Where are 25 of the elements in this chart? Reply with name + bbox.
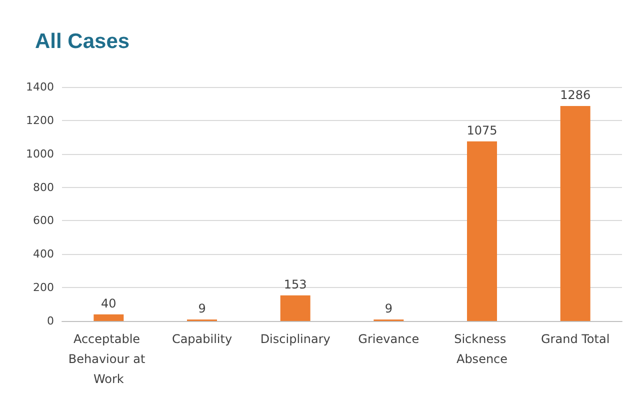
y-tick-label: 0 bbox=[47, 314, 54, 328]
x-tick-label: Disciplinary bbox=[260, 332, 330, 346]
bar bbox=[467, 141, 497, 321]
y-tick-label: 1000 bbox=[26, 147, 54, 160]
x-tick-label: Grievance bbox=[358, 332, 420, 346]
y-tick-label: 600 bbox=[33, 214, 54, 228]
bar bbox=[94, 314, 124, 321]
data-label: 1286 bbox=[560, 88, 591, 102]
bar bbox=[280, 295, 310, 321]
y-tick-label: 1400 bbox=[26, 80, 54, 94]
x-tick-label: Capability bbox=[172, 332, 232, 346]
y-tick-label: 200 bbox=[33, 281, 54, 294]
x-tick-label: Acceptable Behaviour at Work bbox=[68, 332, 149, 386]
y-tick-label: 400 bbox=[33, 248, 54, 261]
bar bbox=[560, 106, 590, 321]
data-label: 9 bbox=[384, 301, 392, 316]
y-tick-label: 800 bbox=[33, 180, 54, 194]
chart-title: All Cases bbox=[35, 30, 130, 53]
data-label: 40 bbox=[101, 296, 116, 310]
y-tick-label: 1200 bbox=[26, 114, 54, 127]
data-label: 9 bbox=[198, 301, 206, 316]
data-label: 1075 bbox=[466, 123, 498, 138]
data-label: 153 bbox=[284, 277, 307, 292]
x-tick-label: Grand Total bbox=[541, 332, 610, 346]
x-tick-label: Sickness Absence bbox=[454, 332, 510, 366]
